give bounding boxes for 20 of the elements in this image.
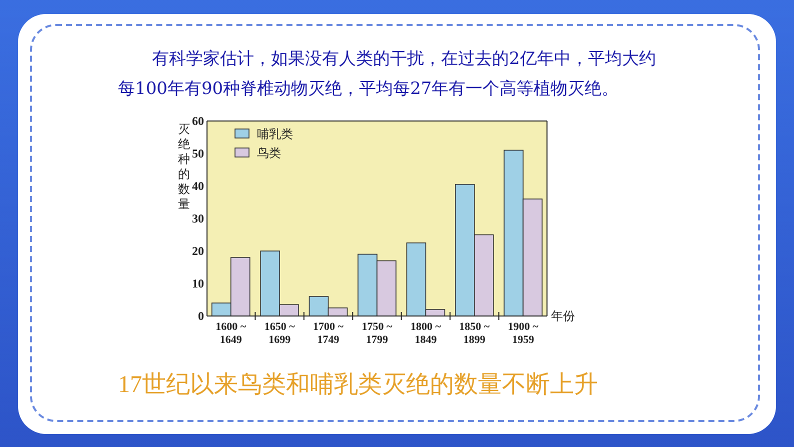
x-tick-label: 1750 ~ 1799 <box>362 321 393 346</box>
text: 17世纪以来鸟类和哺乳类灭绝的数量不断上升 <box>118 371 598 400</box>
legend-label: 鸟类 <box>257 146 281 160</box>
y-tick-label: 20 <box>192 244 204 258</box>
x-tick-label: 1900 ~ 1959 <box>508 321 539 346</box>
x-axis-title: 年份 <box>551 309 575 323</box>
x-tick-label: 1850 ~ 1899 <box>459 321 490 346</box>
y-tick-label: 40 <box>192 178 204 193</box>
y-tick-label: 10 <box>192 276 204 290</box>
x-tick-label: 1650 ~ 1699 <box>264 321 296 346</box>
x-tick-label: 1700 ~ 1749 <box>313 321 344 346</box>
legend-label: 哺乳类 <box>257 127 293 141</box>
chart-title: 有科学家估计，如果没有人类的干扰，在过去的2亿年中，平均大约每100年有90种脊椎动物灭绝，平均每27年有一个高等植物灭绝。 <box>118 48 657 101</box>
y-tick-label: 60 <box>192 114 204 128</box>
y-tick-label: 0 <box>198 308 204 323</box>
y-axis-title: 灭绝种的数量 <box>178 122 190 211</box>
y-tick-label: 30 <box>192 211 204 226</box>
x-tick-label: 1800 ~ 1849 <box>410 321 442 346</box>
y-tick-label: 50 <box>192 146 204 160</box>
x-tick-label: 1600 ~ 1649 <box>216 321 246 346</box>
